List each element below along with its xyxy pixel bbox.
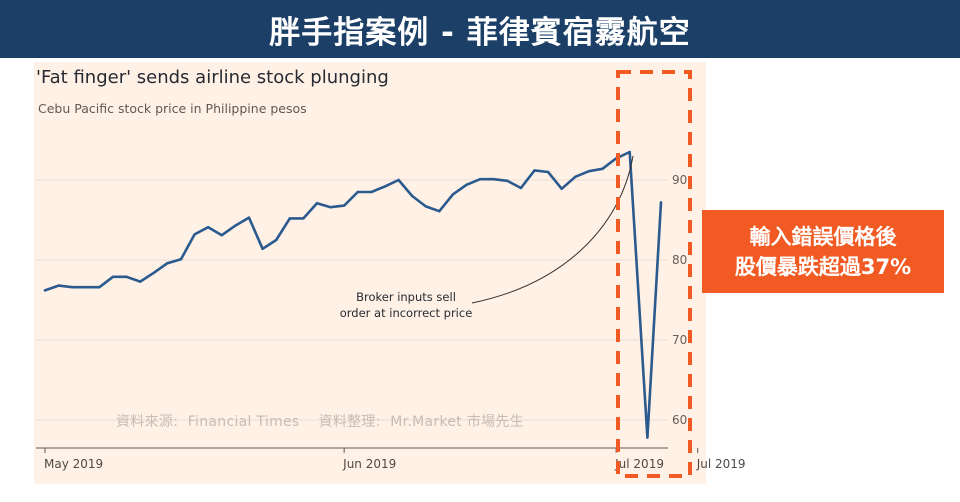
data-point	[288, 217, 291, 220]
data-point	[546, 170, 550, 174]
y-tick-label-70: 70	[672, 333, 687, 347]
data-point	[659, 201, 663, 204]
data-point	[342, 204, 346, 207]
y-tick-label-80: 80	[672, 253, 687, 267]
data-point	[179, 258, 183, 261]
data-point	[465, 183, 468, 186]
data-point	[451, 193, 455, 196]
data-point	[478, 178, 482, 181]
data-point	[533, 169, 536, 172]
data-point	[98, 286, 101, 289]
data-point	[43, 289, 47, 292]
data-point	[560, 187, 563, 190]
x-tick-label-3: Jul 2019	[696, 457, 746, 471]
data-point	[356, 190, 359, 194]
data-point	[111, 275, 115, 278]
title-banner: 胖手指案例 - 菲律賓宿霧航空	[0, 0, 960, 58]
data-point	[234, 224, 237, 227]
data-point	[315, 202, 319, 205]
data-point	[329, 206, 332, 209]
data-point	[628, 150, 631, 154]
data-point	[261, 247, 264, 250]
chart-title: 'Fat finger' sends airline stock plungin…	[36, 67, 389, 88]
data-point	[206, 226, 210, 229]
data-point	[152, 271, 155, 274]
annotation-text-line: order at incorrect price	[340, 306, 473, 320]
chart-panel	[34, 62, 706, 484]
data-point	[519, 186, 523, 190]
data-point	[70, 286, 74, 289]
x-tick-label-2: Jul 2019	[614, 457, 664, 471]
data-point	[247, 216, 251, 219]
annotation-pointer	[471, 155, 634, 304]
data-point	[125, 275, 128, 278]
data-point	[646, 436, 649, 439]
callout-text: 輸入錯誤價格後 股價暴跌超過37%	[734, 224, 912, 279]
data-point	[274, 238, 278, 242]
data-point	[57, 284, 60, 287]
y-tick-label-90: 90	[672, 173, 687, 187]
data-point	[574, 175, 577, 178]
callout-box: 輸入錯誤價格後 股價暴跌超過37%	[702, 210, 944, 293]
x-tick-label-1: Jun 2019	[342, 457, 396, 471]
data-point	[84, 286, 87, 289]
x-tick-label-0: May 2019	[44, 457, 103, 471]
annotation-text-line: Broker inputs sell	[356, 290, 456, 304]
data-point	[438, 210, 441, 213]
data-point	[424, 205, 427, 208]
chart-subtitle: Cebu Pacific stock price in Philippine p…	[38, 101, 307, 116]
price-series-line	[43, 150, 663, 439]
data-point	[166, 262, 169, 265]
data-point	[506, 179, 509, 182]
data-point	[193, 233, 196, 236]
y-tick-label-60: 60	[672, 413, 687, 427]
data-point	[397, 178, 400, 182]
data-point	[302, 217, 305, 220]
data-point	[587, 170, 591, 173]
source-note: 資料來源: Financial Times 資料整理: Mr.Market 市場…	[116, 414, 525, 430]
data-point	[370, 190, 373, 194]
banner-title: 胖手指案例 - 菲律賓宿霧航空	[269, 14, 691, 51]
data-point	[383, 185, 387, 188]
data-point	[601, 167, 604, 170]
data-point	[220, 234, 223, 237]
data-point	[492, 178, 495, 181]
data-point	[138, 280, 142, 283]
highlight-dashed-box	[616, 70, 692, 478]
data-point	[410, 194, 414, 198]
